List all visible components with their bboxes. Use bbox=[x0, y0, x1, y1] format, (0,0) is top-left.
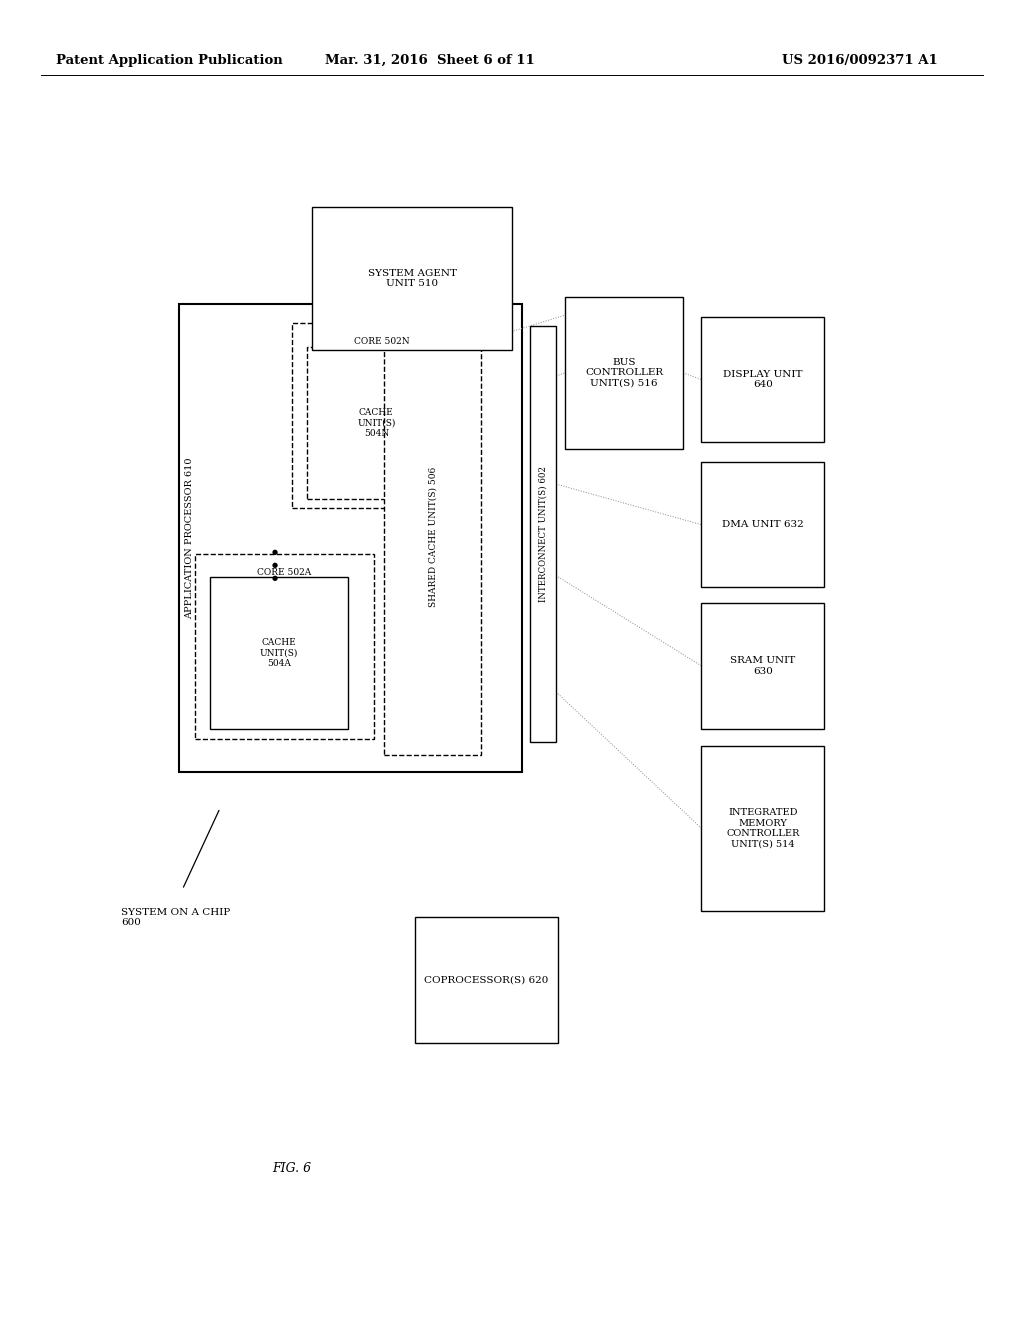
Bar bbox=[195, 554, 374, 739]
Text: CORE 502A: CORE 502A bbox=[257, 569, 311, 577]
Text: SYSTEM ON A CHIP
600: SYSTEM ON A CHIP 600 bbox=[121, 908, 230, 927]
Text: ●
●
●: ● ● ● bbox=[271, 548, 278, 582]
Bar bbox=[179, 304, 522, 772]
Text: FIG. 6: FIG. 6 bbox=[272, 1162, 311, 1175]
Text: APPLICATION PROCESSOR 610: APPLICATION PROCESSOR 610 bbox=[185, 457, 194, 619]
Bar bbox=[415, 917, 558, 1043]
Bar bbox=[701, 746, 824, 911]
Bar bbox=[530, 326, 556, 742]
Text: DISPLAY UNIT
640: DISPLAY UNIT 640 bbox=[723, 370, 803, 389]
Bar bbox=[312, 207, 512, 350]
Text: CACHE
UNIT(S)
504A: CACHE UNIT(S) 504A bbox=[260, 638, 298, 668]
Text: SHARED CACHE UNIT(S) 506: SHARED CACHE UNIT(S) 506 bbox=[428, 467, 437, 607]
Bar bbox=[210, 577, 348, 729]
Text: SRAM UNIT
630: SRAM UNIT 630 bbox=[730, 656, 796, 676]
Text: Patent Application Publication: Patent Application Publication bbox=[56, 54, 283, 67]
Text: CACHE
UNIT(S)
504N: CACHE UNIT(S) 504N bbox=[357, 408, 395, 438]
Text: INTERCONNECT UNIT(S) 602: INTERCONNECT UNIT(S) 602 bbox=[539, 466, 548, 602]
Bar bbox=[384, 319, 481, 755]
Text: COPROCESSOR(S) 620: COPROCESSOR(S) 620 bbox=[424, 975, 549, 985]
Text: DMA UNIT 632: DMA UNIT 632 bbox=[722, 520, 804, 529]
Bar bbox=[292, 323, 471, 508]
Bar bbox=[307, 347, 445, 499]
Text: CORE 502N: CORE 502N bbox=[353, 338, 410, 346]
Text: BUS
CONTROLLER
UNIT(S) 516: BUS CONTROLLER UNIT(S) 516 bbox=[585, 358, 664, 388]
Text: SYSTEM AGENT
UNIT 510: SYSTEM AGENT UNIT 510 bbox=[368, 269, 457, 288]
Bar bbox=[701, 317, 824, 442]
Text: Mar. 31, 2016  Sheet 6 of 11: Mar. 31, 2016 Sheet 6 of 11 bbox=[326, 54, 535, 67]
Bar bbox=[701, 603, 824, 729]
Text: INTEGRATED
MEMORY
CONTROLLER
UNIT(S) 514: INTEGRATED MEMORY CONTROLLER UNIT(S) 514 bbox=[726, 808, 800, 849]
Bar bbox=[701, 462, 824, 587]
Text: US 2016/0092371 A1: US 2016/0092371 A1 bbox=[782, 54, 938, 67]
Bar bbox=[565, 297, 683, 449]
